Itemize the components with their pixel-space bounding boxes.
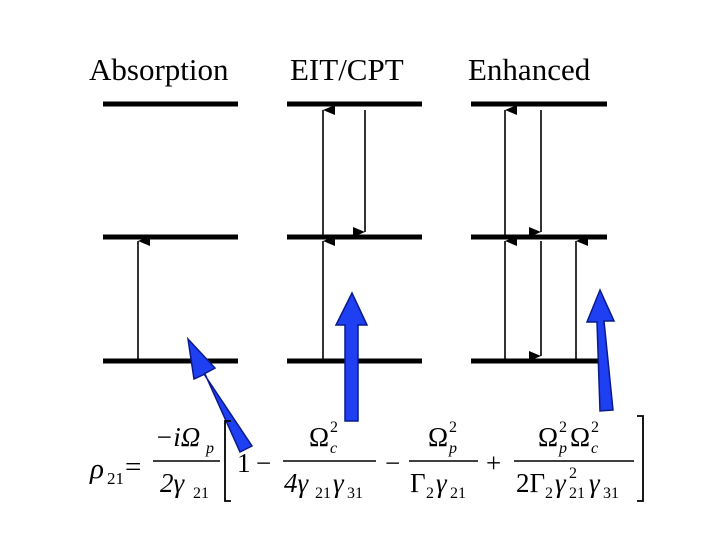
eq-lhs: ρ bbox=[89, 453, 104, 485]
transitions bbox=[137, 105, 588, 361]
eq-left-bracket bbox=[224, 420, 231, 502]
blue-arrow-absorption-icon bbox=[186, 336, 254, 454]
eq-t3-num-a-sup: 2 bbox=[559, 419, 567, 436]
eq-t3-den-b-sub: 21 bbox=[569, 485, 585, 502]
eq-t1-den-a-sub: 21 bbox=[315, 485, 331, 502]
energy-levels bbox=[103, 101, 607, 364]
eq-t3-num-a: Ω bbox=[538, 422, 558, 452]
blue-arrows bbox=[186, 288, 616, 454]
eq-t3-num-b-sub: c bbox=[591, 440, 598, 457]
eq-equals: = bbox=[125, 451, 141, 483]
eq-t1-num-sup: 2 bbox=[330, 419, 338, 436]
eq-t3-den-a-sub: 2 bbox=[545, 485, 553, 502]
eq-t3-den-a: 2Γ bbox=[516, 468, 545, 498]
eq-one: 1 bbox=[237, 448, 251, 478]
eq-right-bracket bbox=[637, 415, 644, 502]
blue-arrow-enhanced-icon bbox=[585, 288, 616, 412]
eq-t3-den-b-sup: 2 bbox=[569, 465, 577, 482]
eq-t2-den-b-sub: 21 bbox=[450, 485, 466, 502]
eq-t3-den-b: γ bbox=[555, 468, 567, 498]
eq-t2-num: Ω bbox=[428, 422, 448, 452]
density-matrix-equation: ρ 21 = −iΩ p 2γ 21 1 − Ω 2 c 4γ 21 γ 31 … bbox=[89, 415, 644, 502]
eq-pre-den-sub: 21 bbox=[193, 485, 209, 502]
eq-pre-num: −iΩ bbox=[155, 422, 200, 452]
eq-t1-num-sub: c bbox=[330, 440, 337, 457]
eq-pre-num-sub: p bbox=[205, 440, 214, 457]
eq-pre-den: 2γ bbox=[160, 468, 186, 498]
eq-t1-num: Ω bbox=[309, 422, 329, 452]
eq-t2-num-sup: 2 bbox=[449, 419, 457, 436]
eq-t1-den-b-sub: 31 bbox=[347, 485, 363, 502]
eq-t3-num-b: Ω bbox=[570, 422, 590, 452]
blue-arrow-eit-icon bbox=[334, 291, 369, 422]
eq-minus-1: − bbox=[256, 448, 271, 478]
eq-t2-den-a: Γ bbox=[410, 468, 426, 498]
eq-t3-den-c-sub: 31 bbox=[603, 485, 619, 502]
eq-t3-num-a-sub: p bbox=[558, 440, 567, 457]
eq-lhs-sub: 21 bbox=[107, 469, 124, 488]
eq-t2-num-sub: p bbox=[448, 440, 457, 457]
eq-plus: + bbox=[486, 448, 501, 478]
eq-t3-num-b-sup: 2 bbox=[591, 419, 599, 436]
eq-t1-den-a: 4γ bbox=[284, 468, 310, 498]
eq-t2-den-a-sub: 2 bbox=[426, 485, 434, 502]
panel-label-enhanced: Enhanced bbox=[468, 52, 591, 87]
eq-t2-den-b: γ bbox=[436, 468, 448, 498]
panel-label-absorption: Absorption bbox=[89, 52, 229, 87]
eq-t1-den-b: γ bbox=[333, 468, 345, 498]
eq-minus-2: − bbox=[385, 448, 400, 478]
panel-label-eit-cpt: EIT/CPT bbox=[290, 52, 404, 87]
eq-t3-den-c: γ bbox=[589, 468, 601, 498]
